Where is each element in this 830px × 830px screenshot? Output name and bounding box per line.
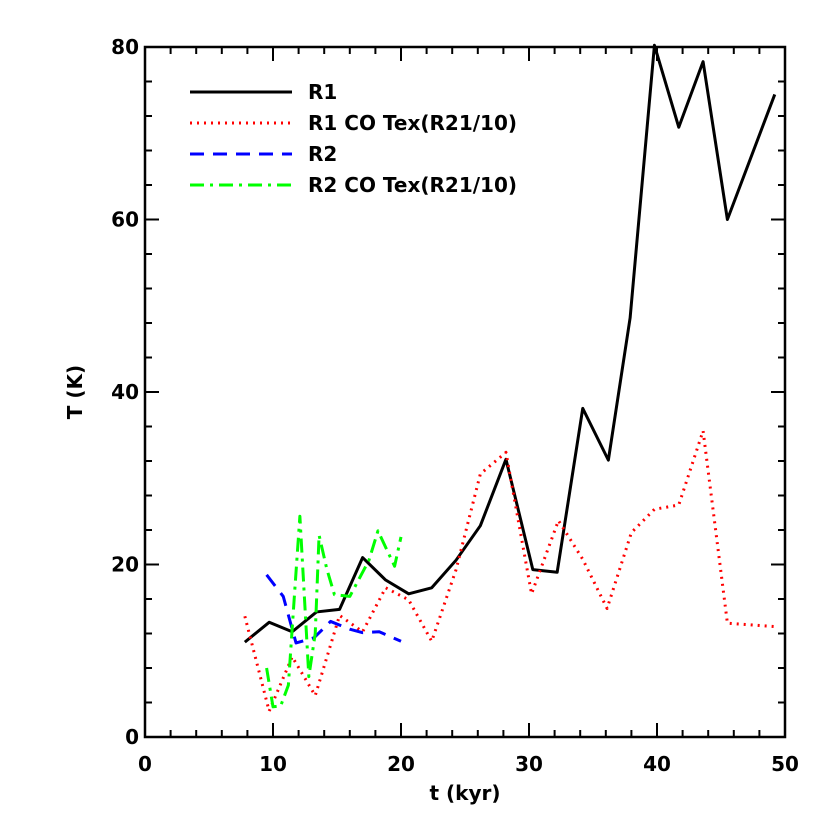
series-line [243, 429, 775, 713]
series-line [265, 514, 403, 709]
y-tick-label: 40 [111, 380, 139, 404]
series-line [243, 43, 777, 644]
legend-label: R2 [308, 142, 337, 166]
x-tick-label: 30 [515, 752, 543, 776]
y-axis-label: T (K) [63, 365, 87, 419]
y-tick-label: 80 [111, 35, 139, 59]
y-tick-label: 0 [125, 725, 139, 749]
x-tick-label: 0 [138, 752, 152, 776]
y-tick-label: 60 [111, 208, 139, 232]
x-tick-label: 50 [771, 752, 799, 776]
series-line [265, 573, 402, 645]
x-tick-label: 10 [259, 752, 287, 776]
x-tick-label: 20 [387, 752, 415, 776]
legend-label: R1 CO Tex(R21/10) [308, 111, 517, 135]
x-axis-label: t (kyr) [429, 781, 500, 805]
legend-label: R1 [308, 80, 337, 104]
y-tick-label: 20 [111, 553, 139, 577]
legend-label: R2 CO Tex(R21/10) [308, 173, 517, 197]
plot-frame [143, 45, 787, 739]
x-tick-label: 40 [643, 752, 671, 776]
